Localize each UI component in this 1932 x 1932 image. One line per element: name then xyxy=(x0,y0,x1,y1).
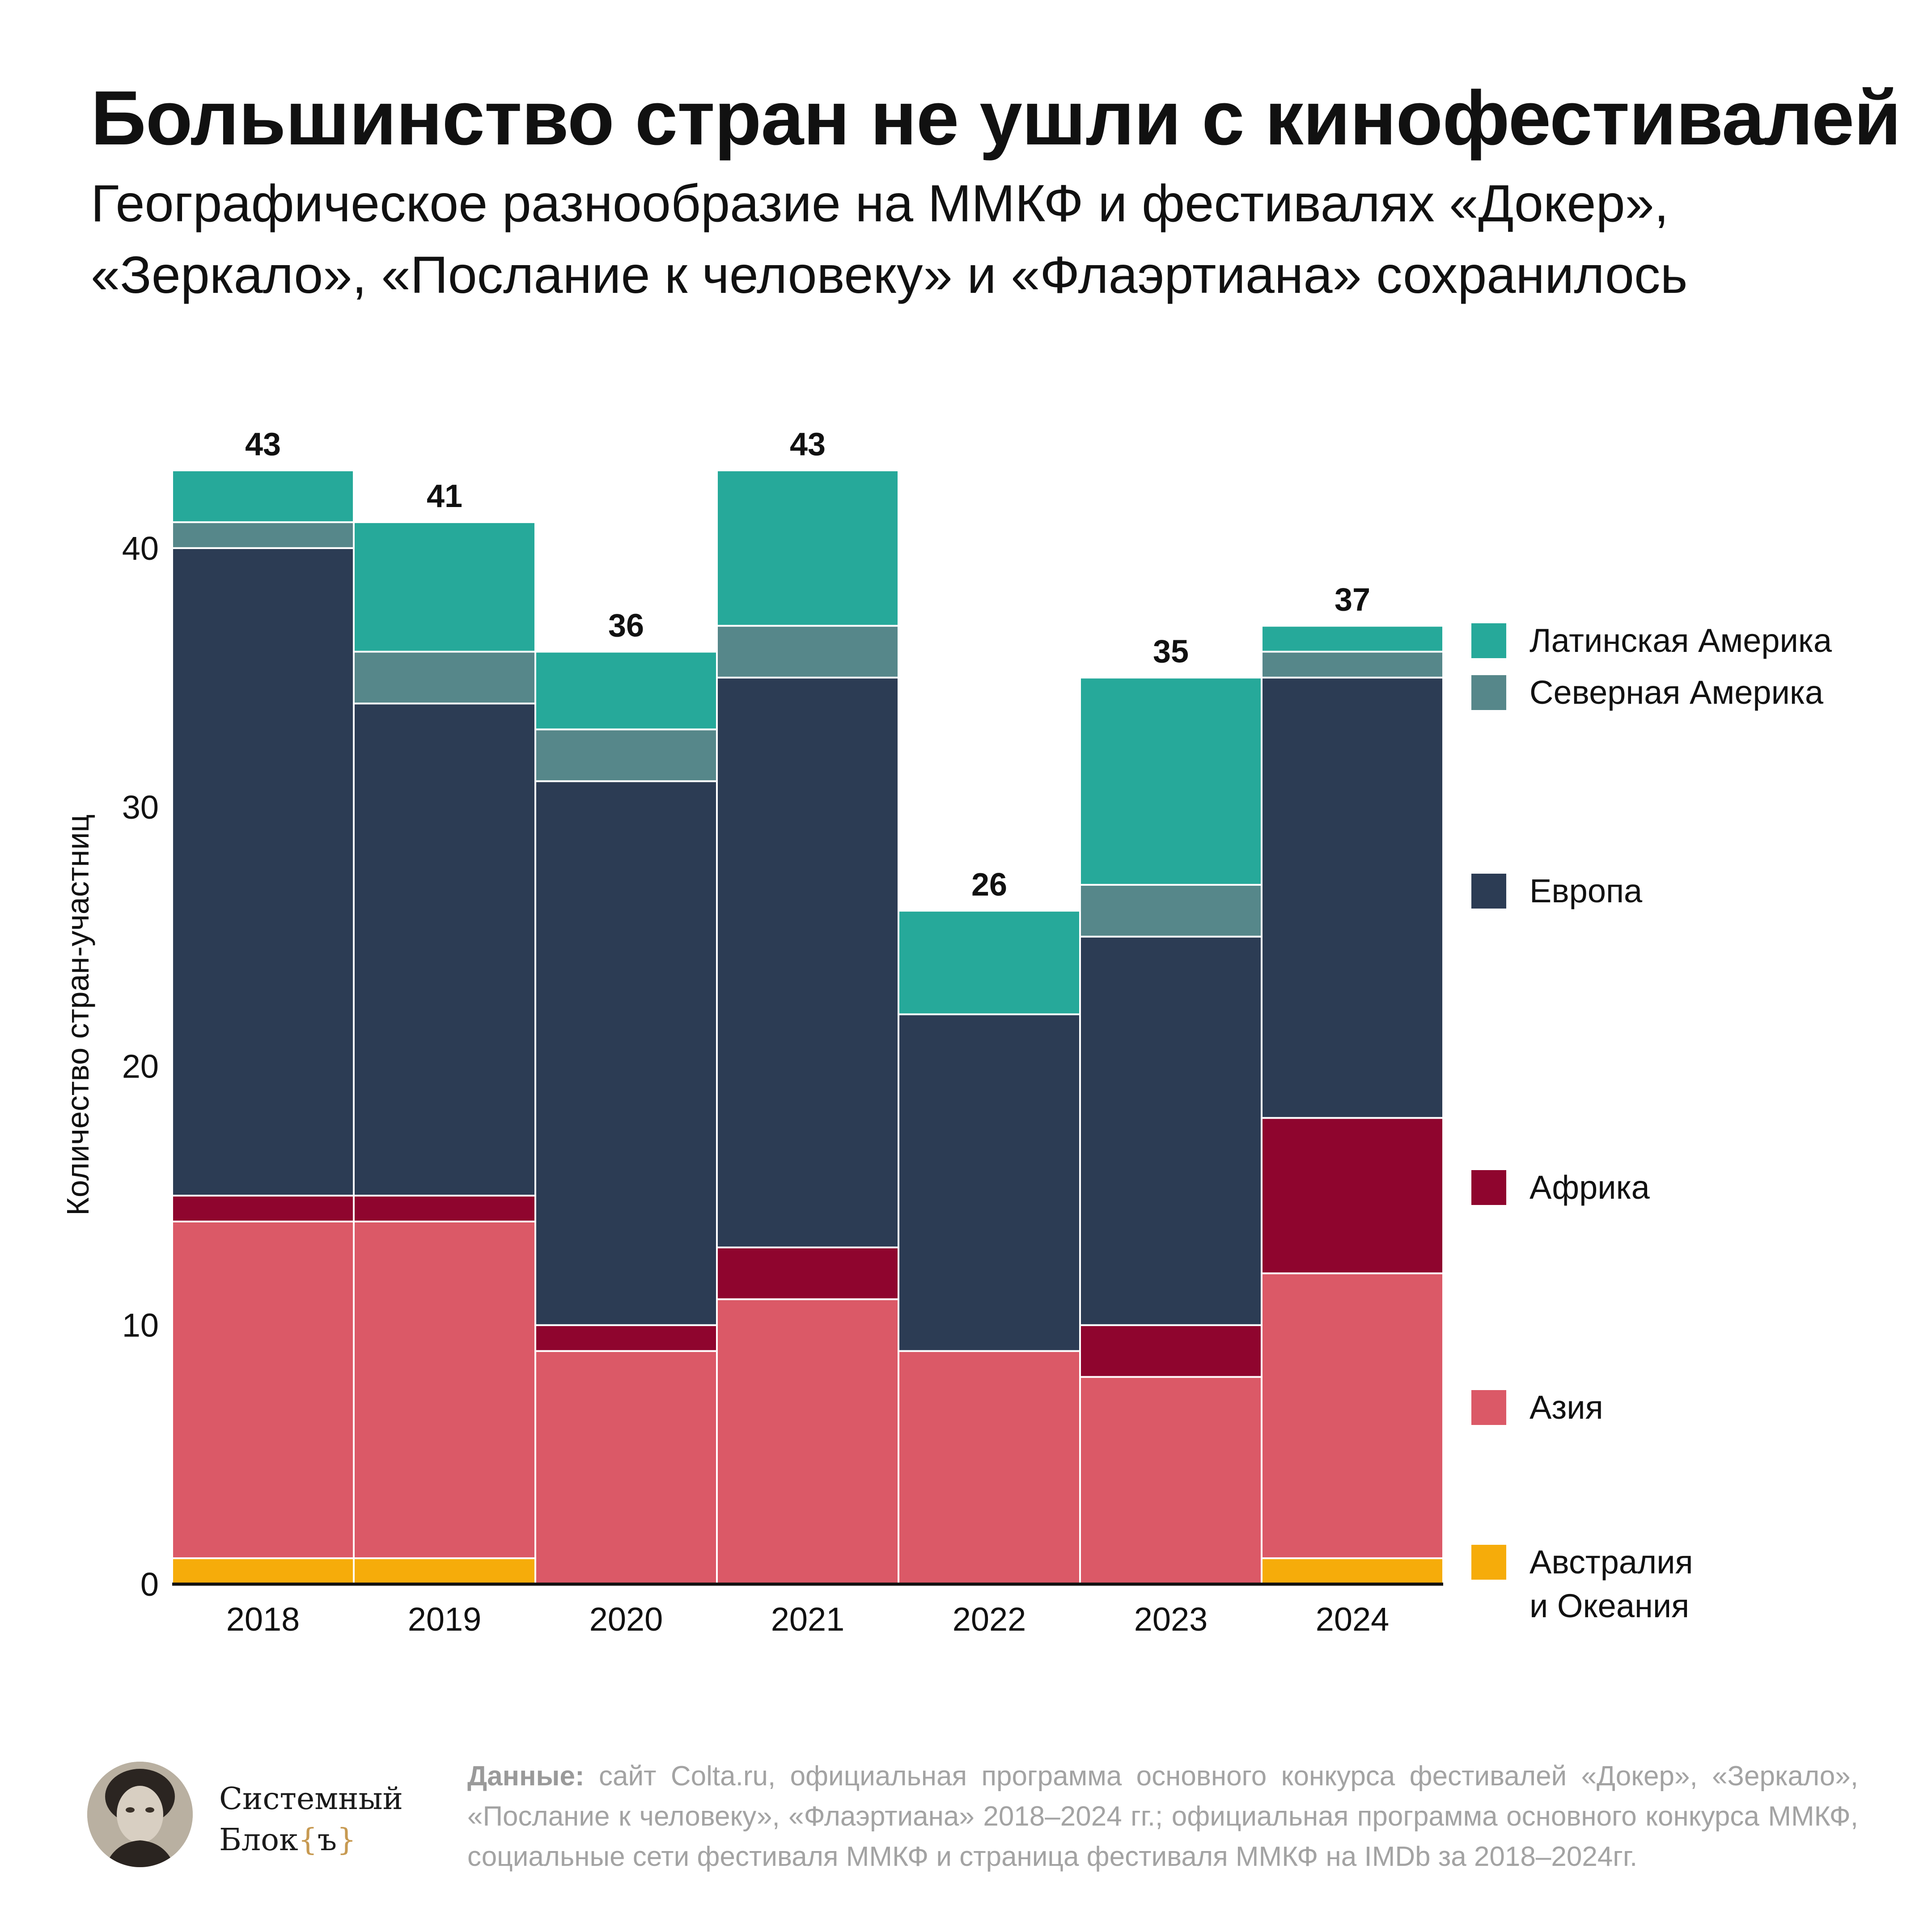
bar-segment-2021-s3 xyxy=(716,676,899,1248)
brand-logo: Системный Блок{ъ} xyxy=(219,1779,403,1861)
total-label-2023: 35 xyxy=(1153,634,1189,669)
bar-segment-2022-s3 xyxy=(898,1013,1081,1352)
bar-segment-2024-s1 xyxy=(1261,1272,1444,1560)
bar-segment-2023-s1 xyxy=(1079,1376,1263,1585)
brand-brace-open: { xyxy=(298,1822,318,1858)
bar-segment-2021-s4 xyxy=(716,625,899,679)
total-label-2021: 43 xyxy=(790,427,826,462)
legend-label-5-line0: Латинская Америка xyxy=(1530,622,1832,659)
bar-segment-2020-s2 xyxy=(534,1324,718,1352)
x-tick-label-2019: 2019 xyxy=(408,1601,482,1638)
bars-layer xyxy=(171,469,1444,1585)
bar-segment-2024-s2 xyxy=(1261,1117,1444,1274)
bar-segment-2021-s1 xyxy=(716,1298,899,1585)
legend: Латинская Америка Северная Америка Европа А… xyxy=(1471,622,1832,1624)
bar-segment-2021-s2 xyxy=(716,1246,899,1300)
axes-layer: 0 10 20 30 40 Количество стран-участниц xyxy=(60,530,1443,1603)
x-tick-label-2020: 2020 xyxy=(589,1601,663,1638)
legend-swatch-3 xyxy=(1471,874,1506,909)
bar-segment-2018-s4 xyxy=(171,521,355,549)
bar-segment-2018-s3 xyxy=(171,547,355,1197)
bar-segment-2019-s4 xyxy=(353,651,536,705)
bar-segment-2023-s4 xyxy=(1079,884,1263,938)
chart-title: Большинство стран не ушли с кинофестивал… xyxy=(91,75,1901,161)
brand-avatar xyxy=(87,1762,193,1867)
bar-segment-2023-s5 xyxy=(1079,676,1263,886)
bar-segment-2022-s1 xyxy=(898,1350,1081,1585)
bar-segment-2023-s2 xyxy=(1079,1324,1263,1378)
bar-segment-2018-s1 xyxy=(171,1220,355,1560)
legend-label-3-line0: Европа xyxy=(1530,872,1643,909)
brand-sign: ъ xyxy=(317,1822,337,1858)
source-text: сайт Colta.ru, официальная программа осн… xyxy=(467,1761,1858,1872)
bar-segment-2022-s5 xyxy=(898,909,1081,1015)
bar-segment-2020-s1 xyxy=(534,1350,718,1585)
bar-segment-2018-s2 xyxy=(171,1195,355,1222)
x-tick-label-2022: 2022 xyxy=(953,1601,1026,1638)
bar-segment-2024-s5 xyxy=(1261,625,1444,653)
brand-brace-close: } xyxy=(337,1822,356,1858)
bar-segment-2021-s5 xyxy=(716,469,899,627)
total-label-2022: 26 xyxy=(971,867,1007,903)
bar-segment-2019-s3 xyxy=(353,702,536,1197)
labels-layer: 43 2018 41 2019 36 2020 43 2021 26 2022 35 2023 37 20… xyxy=(226,427,1390,1638)
legend-label-0-line0: Австралия xyxy=(1530,1543,1693,1581)
bar-segment-2024-s3 xyxy=(1261,676,1444,1119)
portrait-image xyxy=(87,1762,193,1867)
legend-label-2-line0: Африка xyxy=(1530,1169,1650,1206)
x-tick-label-2021: 2021 xyxy=(771,1601,845,1638)
bar-segment-2019-s1 xyxy=(353,1220,536,1560)
bar-segment-2019-s0 xyxy=(353,1557,536,1585)
bar-segment-2020-s3 xyxy=(534,780,718,1326)
legend-swatch-4 xyxy=(1471,675,1506,710)
y-tick-label-40: 40 xyxy=(122,530,159,567)
legend-label-4-line0: Северная Америка xyxy=(1530,674,1824,711)
data-source-note: Данные: сайт Colta.ru, официальная прогр… xyxy=(467,1756,1858,1877)
x-tick-label-2024: 2024 xyxy=(1316,1601,1390,1638)
brand-line-1: Системный xyxy=(219,1781,403,1817)
legend-swatch-2 xyxy=(1471,1170,1506,1205)
bar-segment-2024-s4 xyxy=(1261,651,1444,679)
legend-label-1-line0: Азия xyxy=(1530,1389,1603,1426)
y-tick-label-0: 0 xyxy=(140,1566,159,1603)
brand-word: Блок xyxy=(219,1822,298,1858)
total-label-2020: 36 xyxy=(608,608,644,644)
bar-segment-2018-s0 xyxy=(171,1557,355,1585)
source-label: Данные: xyxy=(467,1761,585,1792)
bar-segment-2024-s0 xyxy=(1261,1557,1444,1585)
bar-segment-2023-s3 xyxy=(1079,935,1263,1326)
legend-swatch-5 xyxy=(1471,623,1506,658)
bar-segment-2020-s5 xyxy=(534,651,718,731)
x-tick-label-2023: 2023 xyxy=(1134,1601,1208,1638)
y-tick-label-20: 20 xyxy=(122,1048,159,1085)
bar-segment-2019-s2 xyxy=(353,1195,536,1222)
x-tick-label-2018: 2018 xyxy=(226,1601,300,1638)
legend-swatch-0 xyxy=(1471,1545,1506,1580)
bar-segment-2019-s5 xyxy=(353,521,536,653)
bar-segment-2018-s5 xyxy=(171,469,355,523)
y-tick-label-30: 30 xyxy=(122,789,159,826)
total-label-2024: 37 xyxy=(1335,582,1370,618)
chart-subtitle: Географическое разнообразие на ММКФ и фе… xyxy=(91,174,1688,304)
bar-segment-2020-s4 xyxy=(534,728,718,782)
y-tick-label-10: 10 xyxy=(122,1307,159,1344)
total-label-2019: 41 xyxy=(427,478,462,514)
legend-label-0-line1: и Океания xyxy=(1530,1587,1689,1624)
total-label-2018: 43 xyxy=(245,427,281,462)
brand-line-2: Блок{ъ} xyxy=(219,1820,403,1861)
y-axis-title: Количество стран-участниц xyxy=(60,814,95,1216)
legend-swatch-1 xyxy=(1471,1390,1506,1425)
